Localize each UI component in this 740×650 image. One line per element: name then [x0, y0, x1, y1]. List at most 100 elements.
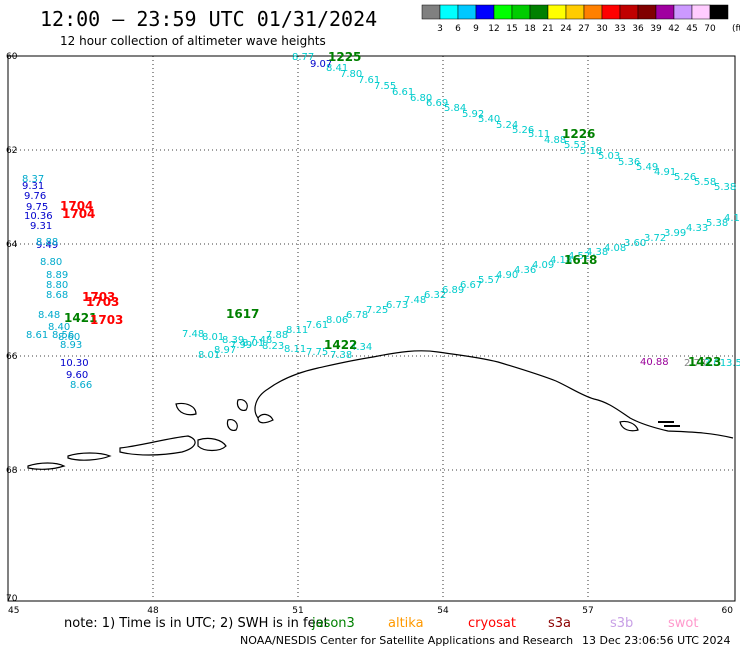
wave-height-label: 6.89 — [442, 285, 464, 296]
wave-height-label: 4.34 — [350, 342, 372, 353]
wave-height-label: 5.36 — [618, 157, 640, 168]
wave-height-label: 8.80 — [46, 280, 68, 291]
wave-height-label: 8.40 — [48, 322, 70, 333]
wave-height-label: 8.39 — [222, 335, 244, 346]
colorbar-swatch — [511, 4, 531, 20]
pass-time-label: 1704 — [62, 207, 95, 221]
colorbar-label: 21 — [542, 24, 553, 34]
satellite-legend-cryosat: cryosat — [468, 616, 516, 631]
wave-height-label: 8.88 — [36, 237, 58, 248]
pass-time-label: 1704 — [60, 199, 93, 213]
wave-height-label: 5.58 — [694, 177, 716, 188]
wave-height-label: 4.88 — [544, 135, 566, 146]
colorbar-label: 45 — [686, 24, 697, 34]
satellite-legend-swot: swot — [668, 616, 698, 631]
wave-height-label: 7.48 — [250, 335, 272, 346]
coastline — [27, 350, 734, 470]
wave-height-label: 9.49 — [36, 240, 58, 251]
wave-height-label: 8.66 — [70, 380, 92, 391]
satellite-legend-s3a: s3a — [548, 616, 571, 631]
wave-height-label: 9.31 — [30, 221, 52, 232]
wave-height-label: 6.61 — [392, 87, 414, 98]
wave-height-label: 5.53 — [564, 140, 586, 151]
wave-height-label: 7.55 — [374, 81, 396, 92]
wave-height-label: 7.80 — [340, 69, 362, 80]
wave-height-label: 4.36 — [514, 265, 536, 276]
wave-height-label: 5.03 — [598, 151, 620, 162]
colorbar-swatch — [601, 4, 621, 20]
colorbar-swatch — [421, 4, 441, 20]
coastline-bays — [27, 399, 639, 470]
axis-labels: 45 48 51 54 57 60 60 62 64 66 68 70 — [6, 52, 733, 616]
wave-height-label: 8.01 — [202, 332, 224, 343]
colorbar-label: 24 — [560, 24, 572, 34]
satellite-legend-s3b: s3b — [610, 616, 633, 631]
wave-height-label: 8.48 — [38, 310, 60, 321]
coastline-east-island — [658, 421, 680, 427]
pass-time-label: 1617 — [226, 307, 259, 321]
colorbar-swatch — [673, 4, 693, 20]
wave-height-label: 5.38 — [714, 182, 736, 193]
wave-height-label: 5.18 — [580, 146, 602, 157]
wave-height-label: 6.80 — [410, 93, 432, 104]
pass-time-label: 1618 — [564, 253, 597, 267]
wave-height-label: 9.60 — [66, 370, 88, 381]
wave-height-label: 8.56 — [52, 330, 74, 341]
wave-height-label: 8.61 — [26, 330, 48, 341]
wave-height-label: 5.40 — [478, 114, 500, 125]
wave-height-label: 6.32 — [424, 290, 446, 301]
colorbar-label: 33 — [614, 24, 625, 34]
colorbar-label: 30 — [596, 24, 608, 34]
wave-height-label: 7.61 — [306, 320, 328, 331]
lon-label: 57 — [582, 606, 593, 616]
wave-height-label: 7.48 — [182, 329, 204, 340]
wave-height-label: 3.99 — [664, 228, 686, 239]
colorbar-swatch — [457, 4, 477, 20]
colorbar-label: 6 — [455, 24, 461, 34]
wave-height-label: 8.37 — [22, 174, 44, 185]
wave-height-label: 3.72 — [644, 233, 666, 244]
wave-height-label: 5.26 — [674, 172, 696, 183]
pass-time-label: 1226 — [562, 127, 595, 141]
wave-height-label: 3.60 — [624, 238, 646, 249]
wave-height-label: 8.06 — [326, 315, 348, 326]
wave-height-label: 8.60 — [58, 332, 80, 343]
wave-height-label: 7.61 — [358, 75, 380, 86]
wave-height-label: 7.38 — [330, 350, 352, 361]
colorbar-unit: (ft) — [732, 24, 740, 34]
wave-height-label: 8.11 — [286, 325, 308, 336]
wave-height-label: 8.01 — [198, 350, 220, 361]
colorbar-label: 39 — [650, 24, 662, 34]
wave-height-label: 5.26 — [512, 125, 534, 136]
colorbar-swatch — [547, 4, 567, 20]
wave-height-label: 3.01 — [704, 358, 726, 369]
wave-height-label: 8.01 — [242, 338, 264, 349]
lat-label: 60 — [6, 52, 18, 62]
pass-time-label: 1703 — [82, 290, 115, 304]
lon-label: 60 — [722, 606, 734, 616]
colorbar-swatch — [565, 4, 585, 20]
page-subtitle: 12 hour collection of altimeter wave hei… — [60, 34, 326, 48]
wave-height-label: 9.07 — [310, 59, 332, 70]
wave-height-label: 5.24 — [496, 120, 518, 131]
credit-text: NOAA/NESDIS Center for Satellite Applica… — [240, 634, 573, 647]
wave-height-label: 6.73 — [386, 300, 408, 311]
satellite-legend-altika: altika — [388, 616, 424, 631]
wave-height-label: 7.88 — [266, 330, 288, 341]
wave-height-label: 6.78 — [346, 310, 368, 321]
pass-time-label: 1421 — [64, 311, 97, 325]
wave-height-label: 4.91 — [654, 167, 676, 178]
wave-height-label: 5.84 — [444, 103, 466, 114]
colorbar-label: 36 — [632, 24, 644, 34]
colorbar-swatch — [709, 4, 729, 20]
pass-time-label: 1423 — [688, 355, 721, 369]
wave-height-label: 4.38 — [586, 247, 608, 258]
wave-height-label: 9.31 — [22, 181, 44, 192]
colorbar-label: 9 — [473, 24, 479, 34]
wave-height-label: 4.18 — [724, 213, 740, 224]
altimeter-tracks: 8.778.417.807.617.556.616.806.695.845.92… — [22, 52, 740, 391]
lat-label: 66 — [6, 352, 18, 362]
